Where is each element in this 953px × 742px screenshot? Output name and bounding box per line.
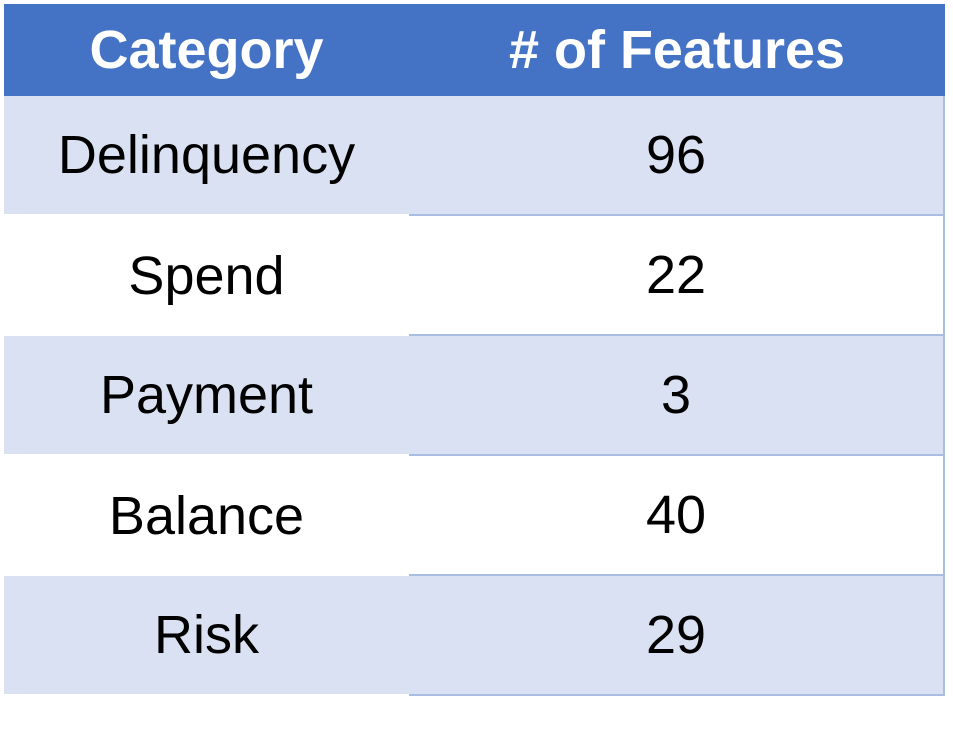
table-row: Risk 29 [4,576,945,696]
table-row: Balance 40 [4,456,945,576]
features-cell: 3 [409,336,945,456]
table-row: Spend 22 [4,216,945,336]
category-cell: Payment [4,336,409,456]
column-header-features: # of Features [508,20,846,80]
category-cell: Delinquency [4,96,409,216]
features-cell: 96 [409,96,945,216]
feature-table: Category # of Features Delinquency 96 Sp… [4,4,945,696]
table-row: Payment 3 [4,336,945,456]
table-row: Delinquency 96 [4,96,945,216]
table-header-row: Category # of Features [4,4,945,96]
category-cell: Balance [108,486,305,546]
features-cell: 40 [409,456,945,576]
features-cell: 29 [409,576,945,696]
category-cell: Spend [128,246,285,306]
category-cell: Risk [4,576,409,696]
column-header-category: Category [89,20,324,80]
features-cell: 22 [409,216,945,336]
